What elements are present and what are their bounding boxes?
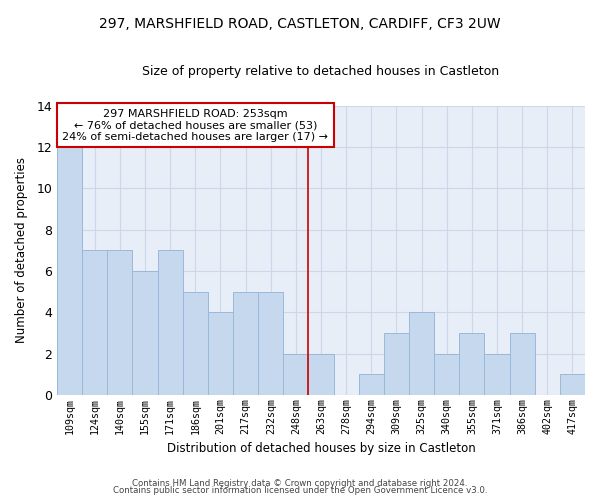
Bar — [82, 250, 107, 395]
Bar — [183, 292, 208, 395]
Title: Size of property relative to detached houses in Castleton: Size of property relative to detached ho… — [142, 65, 500, 78]
Bar — [384, 333, 409, 395]
Bar — [283, 354, 308, 395]
Bar — [560, 374, 585, 395]
Bar — [258, 292, 283, 395]
Text: Contains public sector information licensed under the Open Government Licence v3: Contains public sector information licen… — [113, 486, 487, 495]
Bar — [308, 354, 334, 395]
Bar — [460, 333, 484, 395]
Y-axis label: Number of detached properties: Number of detached properties — [15, 157, 28, 343]
Text: 297, MARSHFIELD ROAD, CASTLETON, CARDIFF, CF3 2UW: 297, MARSHFIELD ROAD, CASTLETON, CARDIFF… — [99, 18, 501, 32]
Text: Contains HM Land Registry data © Crown copyright and database right 2024.: Contains HM Land Registry data © Crown c… — [132, 478, 468, 488]
Bar — [133, 271, 158, 395]
Bar — [484, 354, 509, 395]
Bar — [359, 374, 384, 395]
Bar — [107, 250, 133, 395]
Bar — [409, 312, 434, 395]
Bar — [509, 333, 535, 395]
Bar — [208, 312, 233, 395]
Bar — [233, 292, 258, 395]
Text: 297 MARSHFIELD ROAD: 253sqm
← 76% of detached houses are smaller (53)
24% of sem: 297 MARSHFIELD ROAD: 253sqm ← 76% of det… — [62, 108, 328, 142]
Bar — [57, 147, 82, 395]
X-axis label: Distribution of detached houses by size in Castleton: Distribution of detached houses by size … — [167, 442, 475, 455]
Bar — [434, 354, 460, 395]
Bar — [158, 250, 183, 395]
